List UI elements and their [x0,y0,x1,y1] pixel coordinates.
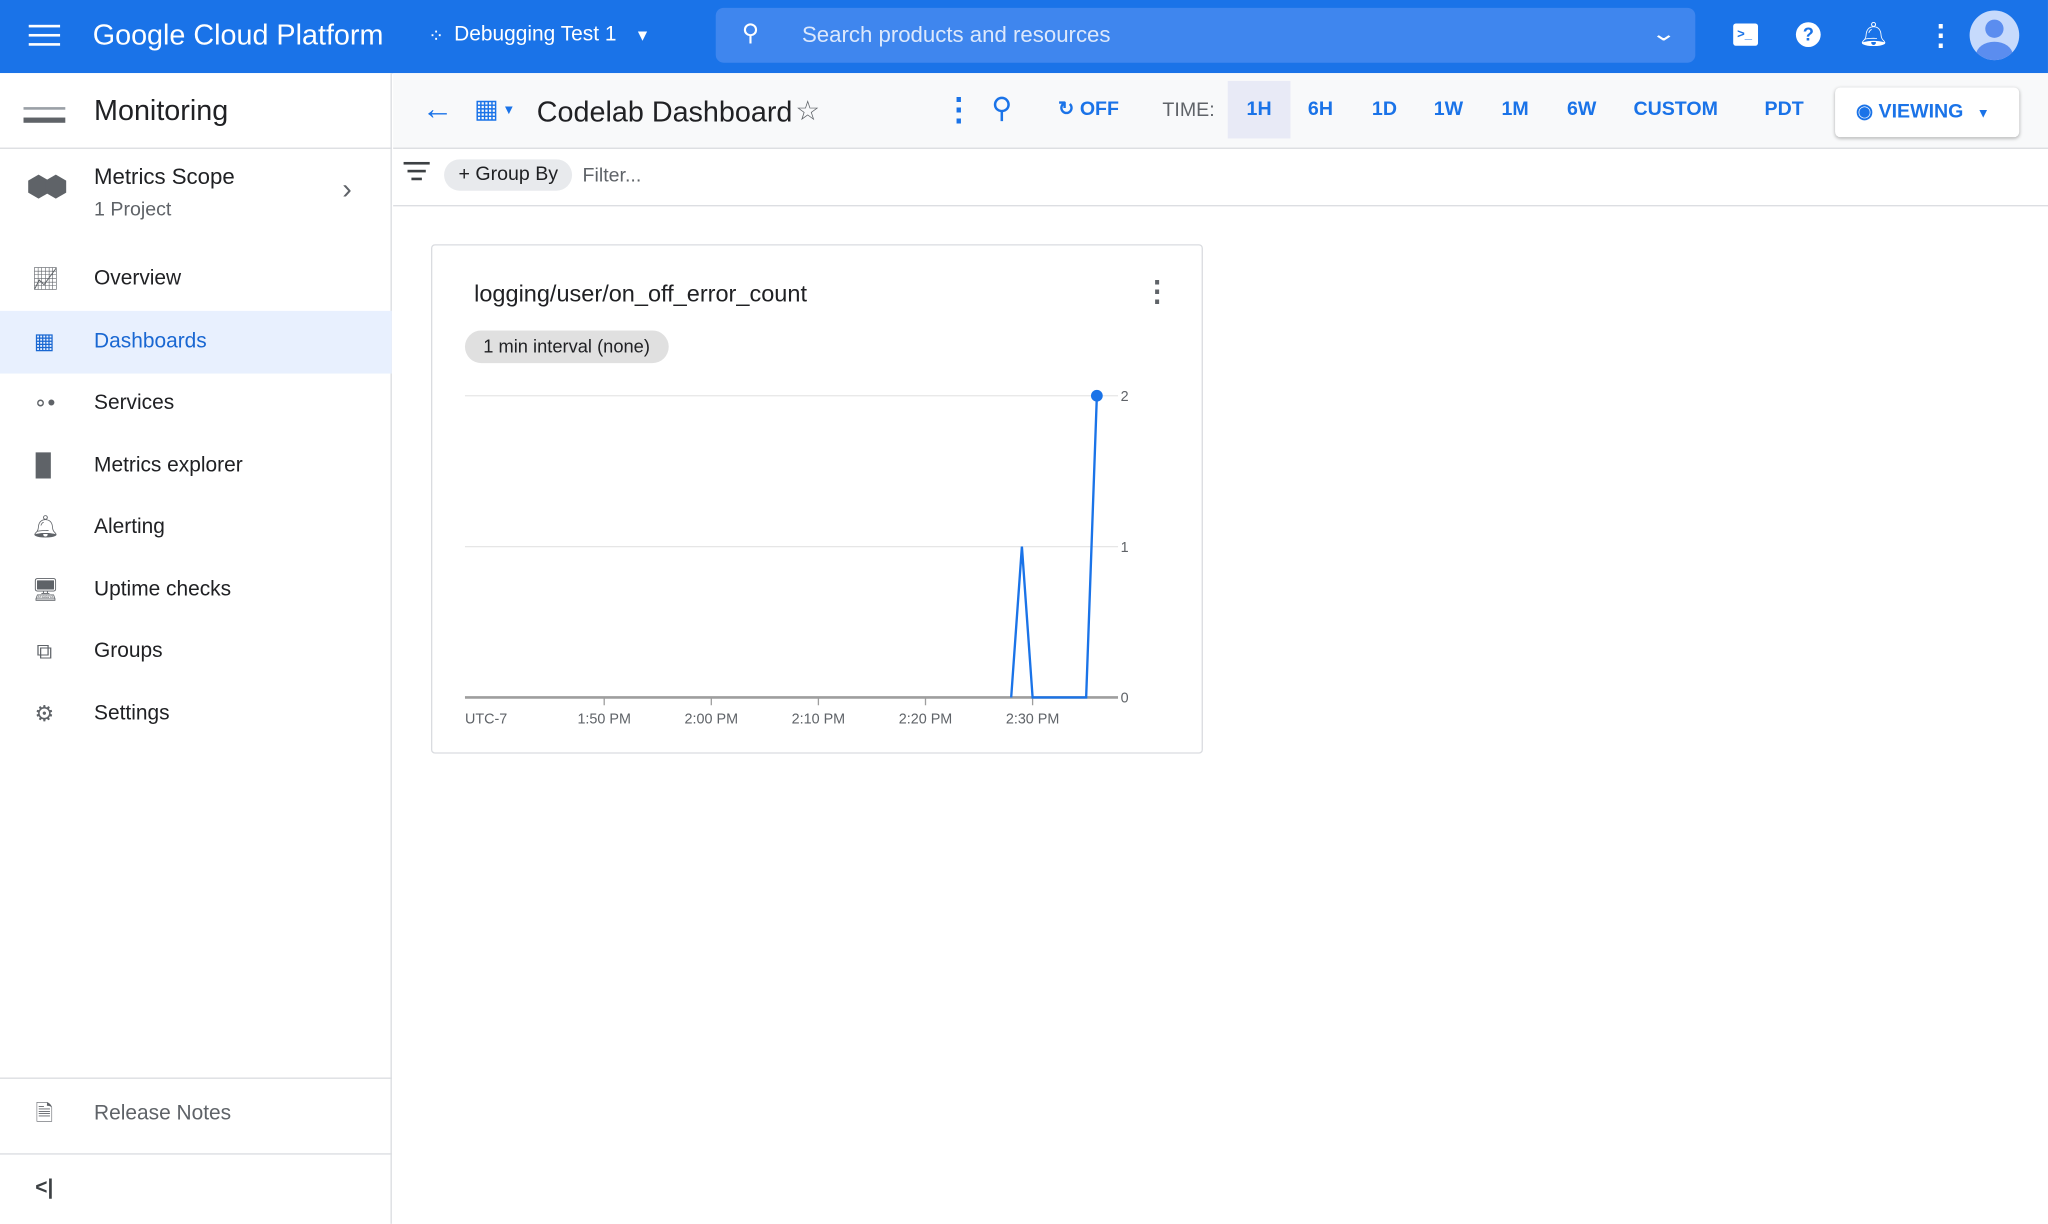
filter-bar: + Group By Filter... [393,149,2048,207]
timezone-label: UTC-7 [465,712,507,728]
line-chart[interactable]: 0 1 2 UTC-7 1:50 PM 2:00 PM 2:10 PM 2:20 PM 2:30… [432,246,1204,755]
sidebar-item-services[interactable]: ∘• Services [0,372,392,435]
top-app-bar: Google Cloud Platform ⁘ Debugging Test 1… [0,0,2048,74]
avatar[interactable] [1969,10,2020,61]
viewing-label: VIEWING [1878,100,1964,123]
range-1d[interactable]: 1D [1371,97,1397,121]
auto-refresh-state: OFF [1079,97,1120,121]
project-name: Debugging Test 1 [454,23,617,46]
x-tick-label: 2:20 PM [899,712,952,728]
release-notes-link[interactable]: 🗎︎ Release Notes [0,1083,392,1146]
project-icon: ⁘ [428,24,444,46]
x-tick-label: 2:00 PM [685,712,738,728]
range-6h[interactable]: 6H [1307,97,1333,121]
range-custom[interactable]: CUSTOM [1633,97,1718,121]
data-point [1090,389,1103,402]
x-tick-label: 2:30 PM [1006,712,1059,728]
sidebar-item-settings[interactable]: ⚙ Settings [0,683,392,746]
range-6w[interactable]: 6W [1566,97,1597,121]
sidebar: Monitoring ⬢⬢ Metrics Scope 1 Project › … [0,73,392,1224]
y-tick-label: 0 [1121,691,1129,707]
more-vert-icon[interactable]: ⋮ [1142,274,1172,307]
viewing-mode-button[interactable]: ◉ VIEWING ▼ [1835,87,2020,138]
chevron-down-icon: ▼ [1976,107,1990,122]
sidebar-item-overview[interactable]: 📈︎ Overview [31,266,182,292]
interval-badge: 1 min interval (none) [464,330,669,364]
refresh-icon: ↻ [1057,97,1075,121]
cloud-shell-icon[interactable]: >_ [1733,23,1759,46]
y-tick-label: 2 [1121,389,1129,405]
series-line [1010,395,1099,699]
back-arrow-icon[interactable]: ← [421,91,454,127]
group-by-chip[interactable]: + Group By [444,159,573,191]
notes-icon: 🗎︎ [35,1101,54,1126]
sidebar-item-dashboards[interactable]: ▦ Dashboards [0,310,392,374]
dashboard-picker-icon[interactable]: ▦ ▼ [474,95,516,125]
more-vert-icon[interactable]: ⋮ [1926,18,1956,51]
help-icon[interactable]: ? [1795,22,1821,48]
search-placeholder: Search products and resources [801,22,1111,48]
range-1w[interactable]: 1W [1433,97,1464,121]
eye-icon: ◉ [1855,100,1874,123]
x-tick-label: 2:10 PM [792,712,845,728]
more-vert-icon[interactable]: ⋮ [943,92,975,128]
groups-icon: ⧉ [36,638,53,664]
sidebar-item-groups[interactable]: ⧉ Groups [0,620,392,683]
menu-icon[interactable] [28,22,61,48]
chevron-right-icon: › [342,172,352,206]
search-input[interactable]: ⚲ Search products and resources ⌄ [715,7,1696,63]
bell-icon: 🔔︎ [31,514,60,540]
bar-chart-icon: ▉ [35,453,53,479]
services-icon: ∘• [33,390,56,416]
time-label: TIME: [1162,99,1215,122]
chart-title: logging/user/on_off_error_count [474,280,807,307]
collapse-sidebar-icon[interactable]: <| [35,1176,54,1199]
scope-subtitle: 1 Project [94,198,172,221]
chevron-down-icon: ▼ [634,26,651,45]
project-selector[interactable]: ⁘ Debugging Test 1 ▼ [428,24,650,48]
product-title: Monitoring [94,94,229,127]
y-tick-label: 1 [1121,540,1129,556]
brand-logo[interactable]: Google Cloud Platform [92,18,384,51]
dashboard-icon: ▦ [33,329,55,354]
search-icon: ⚲ [741,19,760,46]
dashboard-toolbar: ← ▦ ▼ Codelab Dashboard ☆ ⋮ ⚲ ↻ OFF TIME… [393,73,2048,149]
metrics-scope[interactable]: ⬢⬢ Metrics Scope 1 Project › [0,149,392,235]
chart-card: logging/user/on_off_error_count ⋮ 1 min … [431,244,1204,755]
chevron-down-icon[interactable]: ⌄ [1649,23,1677,46]
sidebar-item-alerting[interactable]: 🔔︎ Alerting [31,514,165,540]
range-1h[interactable]: 1H [1227,80,1291,139]
auto-refresh-toggle[interactable]: ↻ OFF [1057,97,1120,121]
filter-icon[interactable] [403,161,430,181]
scope-title: Metrics Scope [94,164,235,190]
filter-input[interactable]: Filter... [582,164,642,187]
range-1m[interactable]: 1M [1501,97,1529,121]
sidebar-item-uptime-checks[interactable]: 🖥︎ Uptime checks [31,577,232,603]
zoom-reset-icon[interactable]: ⚲ [991,91,1013,125]
notifications-icon[interactable]: 🔔︎ [1858,20,1889,48]
sidebar-item-metrics-explorer[interactable]: ▉ Metrics explorer [0,435,392,498]
monitoring-icon [23,99,66,123]
timezone-button[interactable]: PDT [1764,97,1804,121]
chart-icon: 📈︎ [31,266,60,292]
star-icon[interactable]: ☆ [795,96,821,127]
gear-icon: ⚙ [34,701,55,727]
monitor-icon: 🖥︎ [31,577,60,603]
x-tick-label: 1:50 PM [577,712,630,728]
hexagons-icon: ⬢⬢ [26,169,68,203]
dashboard-title: Codelab Dashboard [536,95,793,128]
